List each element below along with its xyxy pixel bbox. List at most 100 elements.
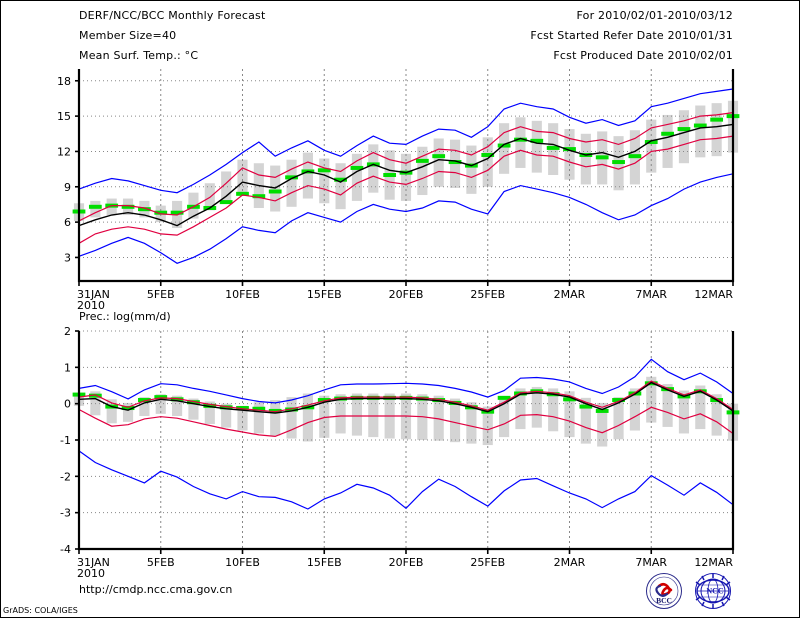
median-dash [317,398,331,403]
forecast-period-label: For 2010/02/01-2010/03/12 [576,9,733,22]
median-dash [661,131,674,136]
median-dash [350,395,364,400]
x-tick-label: 20FEB [389,556,424,569]
median-dash [563,147,576,152]
median-dash [514,137,527,142]
median-dash [628,154,642,159]
forecast-refer-date-label: Fcst Started Refer Date 2010/01/31 [530,29,733,42]
spread-box [678,110,690,164]
median-dash [138,207,151,212]
x-tick-label: 5FEB [147,556,175,569]
spread-box [564,391,575,438]
median-dash [350,165,364,170]
median-dash [334,396,347,401]
spread-box [433,138,444,187]
temperature-chart: 3 6 9 12 15 18 31JAN 5FEB 10FEB 15FEB 20FEB 25FEB 2M… [57,69,740,312]
spread-box [466,145,477,194]
grads-credit-label: GrADS: COLA/IGES [3,606,78,615]
spread-box [580,397,591,444]
median-dash [448,400,462,405]
spread-box [646,119,657,173]
median-dash [334,177,347,182]
median-dash [415,158,429,163]
spread-box [695,385,706,430]
page-title: DERF/NCC/BCC Monthly Forecast [79,9,266,22]
median-dash [285,175,298,180]
y-tick-label: -4 [60,543,71,556]
median-dash [252,194,266,199]
median-dash [236,406,249,411]
spread-box [433,395,444,441]
median-dash [595,155,609,160]
median-dash [138,398,151,403]
spread-box [678,390,690,434]
x-tick-label: 7MAR [635,288,667,301]
precipitation-chart: -4 -3 -2 -1 0 1 2 31JAN 5FEB 10FEB 15FEB 20FEB 25FEB… [60,325,740,580]
spread-box [368,144,379,193]
spread-box [335,163,346,210]
median-dash [579,404,593,409]
median-dash [121,204,135,209]
spread-box [368,393,379,438]
cmdp-url-link[interactable]: http://cmdp.ncc.cma.gov.cn [79,583,233,596]
median-dash [612,398,625,403]
x-tick-label: 31JAN [77,288,110,301]
y-tick-label: 9 [64,181,71,194]
spread-box [662,114,673,168]
forecast-produced-date-label: Fcst Produced Date 2010/02/01 [553,49,733,62]
spread-box [286,397,297,439]
spread-box [351,393,363,436]
spread-box [482,406,493,446]
x-tick-label: 31JAN [77,556,110,569]
spread-box [531,386,542,428]
median-dash [170,210,184,215]
x-tick-label: 15FEB [307,288,342,301]
median-dash [187,400,200,405]
median-dash [383,395,397,400]
median-dash [236,191,249,196]
median-dash [415,396,429,401]
y-tick-label: 18 [57,75,71,88]
series-line-max [78,88,734,194]
spread-box [548,388,559,432]
gridlines [79,330,733,550]
x-tick-label: 25FEB [470,288,505,301]
median-dash [693,123,707,128]
series-line-min [78,173,734,264]
median-dash [366,395,380,400]
median-dash [268,408,282,413]
spread-box [417,146,428,196]
median-dash [710,117,724,122]
spread-box [302,152,313,199]
logo-group: BCC NCC [645,572,745,610]
x-tick-label: 12MAR [694,288,733,301]
spread-box [499,123,510,174]
spread-box [711,103,722,157]
series-line-q25 [78,406,734,438]
median-dash [644,140,658,145]
median-dash [530,138,544,143]
y-tick-label: 12 [57,145,71,158]
spread-box [221,171,232,204]
median-dash [219,200,233,205]
y-tick-label: 2 [64,325,71,338]
x-tick-label: 2MAR [554,288,586,301]
spread-box [449,398,461,443]
spread-box [662,384,673,427]
series-line-q75 [78,112,734,222]
median-dash [497,395,511,400]
spread-box [302,393,313,442]
spread-box [400,153,412,201]
x-tick-label: 12MAR [694,556,733,569]
median-dash [612,160,625,165]
y-tick-label: 0 [64,398,71,411]
spread-box [270,400,281,436]
spread-box [237,405,248,431]
median-dash [595,408,609,413]
spread-box [695,105,706,158]
spread-box [629,388,640,431]
ncc-logo-text: NCC [706,587,724,596]
spread-box [155,394,166,414]
bcc-logo-text: BCC [656,596,672,605]
spread-box [253,402,264,434]
